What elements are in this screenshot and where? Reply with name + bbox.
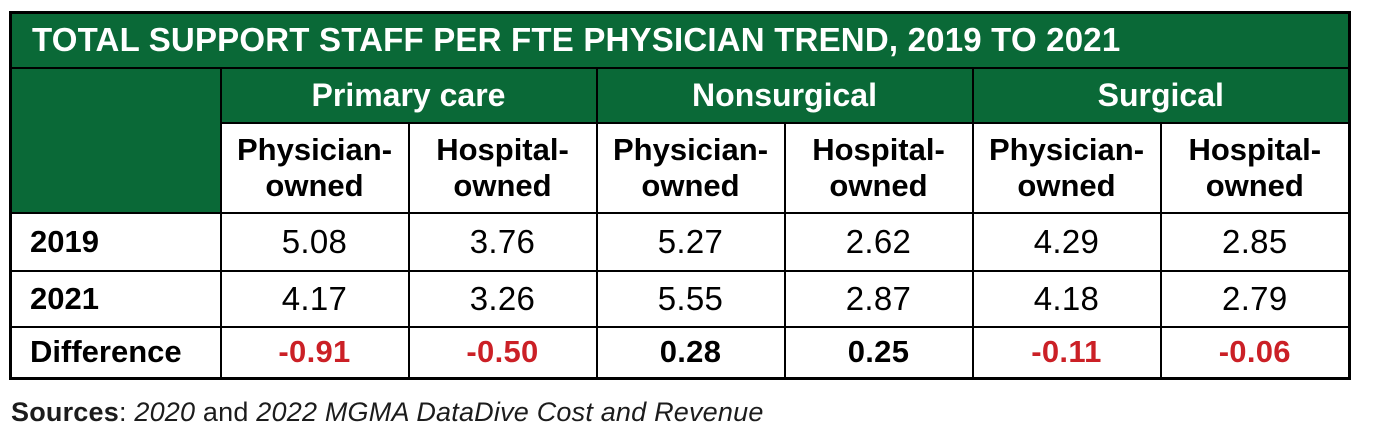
- subheader-nonsurgical-hospital-owned: Hospital- owned: [783, 121, 974, 214]
- group-header-surgical: Surgical: [971, 66, 1351, 124]
- table-row-difference: Difference -0.91 -0.50 0.28 0.25 -0.11 -…: [9, 325, 1351, 380]
- sources-year-2020: 2020: [134, 397, 196, 427]
- sources-citation: 2022 MGMA DataDive Cost and Revenue: [256, 397, 764, 427]
- difference-cell: 0.25: [783, 325, 974, 380]
- support-staff-table: TOTAL SUPPORT STAFF PER FTE PHYSICIAN TR…: [9, 11, 1352, 380]
- difference-cell: -0.91: [219, 325, 410, 380]
- difference-cell: -0.50: [407, 325, 598, 380]
- corner-cell: [9, 66, 222, 214]
- value-cell: 3.76: [407, 211, 598, 272]
- subheader-surgical-physician-owned: Physician- owned: [971, 121, 1162, 214]
- difference-cell: 0.28: [595, 325, 786, 380]
- value-cell: 4.18: [971, 269, 1162, 328]
- table-row-2021: 2021 4.17 3.26 5.55 2.87 4.18 2.79: [9, 269, 1351, 328]
- subheader-row: Physician- owned Hospital- owned Physici…: [11, 121, 1351, 214]
- value-cell: 2.79: [1159, 269, 1351, 328]
- row-label-2021: 2021: [9, 269, 222, 328]
- group-header-nonsurgical: Nonsurgical: [595, 66, 974, 124]
- row-label-2019: 2019: [9, 211, 222, 272]
- subheader-primary-physician-owned: Physician- owned: [219, 121, 410, 214]
- sources-label: Sources: [11, 397, 119, 427]
- value-cell: 4.17: [219, 269, 410, 328]
- value-cell: 2.87: [783, 269, 974, 328]
- sources-colon: :: [118, 397, 135, 427]
- row-label-difference: Difference: [9, 325, 222, 380]
- subheader-primary-hospital-owned: Hospital- owned: [407, 121, 598, 214]
- value-cell: 2.85: [1159, 211, 1351, 272]
- difference-cell: -0.06: [1159, 325, 1351, 380]
- group-header-row: Primary care Nonsurgical Surgical: [9, 66, 1351, 214]
- value-cell: 3.26: [407, 269, 598, 328]
- value-cell: 5.27: [595, 211, 786, 272]
- difference-cell: -0.11: [971, 325, 1162, 380]
- table-row-2019: 2019 5.08 3.76 5.27 2.62 4.29 2.85: [9, 211, 1351, 272]
- subheader-nonsurgical-physician-owned: Physician- owned: [595, 121, 786, 214]
- value-cell: 2.62: [783, 211, 974, 272]
- subheader-surgical-hospital-owned: Hospital- owned: [1159, 121, 1351, 214]
- table-title: TOTAL SUPPORT STAFF PER FTE PHYSICIAN TR…: [9, 11, 1351, 69]
- value-cell: 4.29: [971, 211, 1162, 272]
- group-header-primary-care: Primary care: [219, 66, 598, 124]
- value-cell: 5.08: [219, 211, 410, 272]
- sources-conjunction: and: [195, 397, 257, 427]
- value-cell: 5.55: [595, 269, 786, 328]
- title-row: TOTAL SUPPORT STAFF PER FTE PHYSICIAN TR…: [9, 11, 1351, 69]
- sources-note: Sources: 2020 and 2022 MGMA DataDive Cos…: [11, 397, 1400, 428]
